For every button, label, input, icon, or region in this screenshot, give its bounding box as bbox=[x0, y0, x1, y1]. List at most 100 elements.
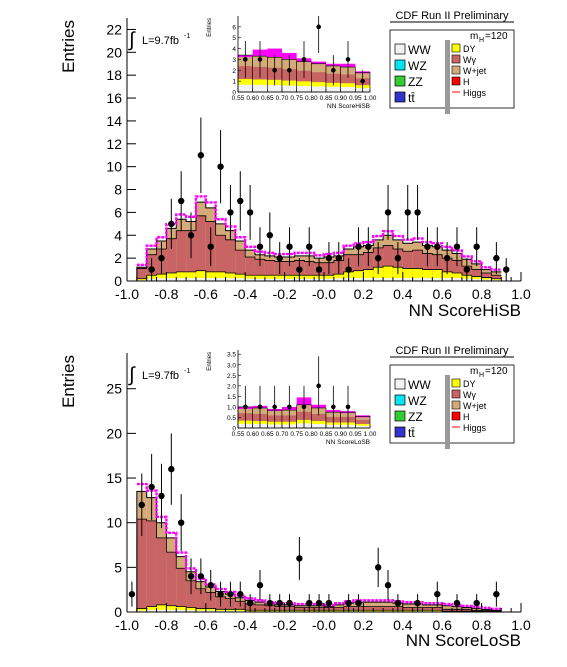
data-point bbox=[187, 573, 195, 580]
data-point bbox=[227, 209, 234, 216]
panel-bottom: -1.0 -0.8 -0.6 -0.4 -0.2 -0.0 0.2 0.4 0.6 0.8 1.00… bbox=[59, 345, 531, 650]
data-point bbox=[266, 599, 274, 607]
inset-data-point bbox=[257, 404, 263, 410]
dy-bar bbox=[294, 610, 305, 612]
dy-bar bbox=[156, 604, 167, 612]
legend-shadow bbox=[445, 40, 450, 114]
data-point bbox=[345, 266, 352, 273]
lumi-label: L=9.7fb bbox=[142, 35, 179, 47]
data-point bbox=[463, 266, 471, 273]
wgamma-bar bbox=[264, 260, 275, 281]
data-point bbox=[246, 599, 254, 607]
y-tick-label: 0 bbox=[114, 604, 122, 620]
inset-x-tick-label: 1.00 bbox=[364, 431, 377, 438]
inset-data-point bbox=[257, 57, 263, 62]
dy-bar bbox=[412, 268, 423, 281]
legend-swatch bbox=[394, 394, 406, 406]
inset-x-tick-label: 0.60 bbox=[246, 95, 259, 102]
ww-bar bbox=[205, 610, 216, 612]
inset-data-point bbox=[360, 78, 365, 84]
inset-data-point bbox=[345, 57, 351, 62]
dy-bar bbox=[166, 605, 177, 612]
data-point bbox=[414, 209, 421, 216]
inset-higgs-bar bbox=[311, 61, 326, 64]
dy-bar bbox=[215, 271, 226, 281]
ww-bar bbox=[353, 278, 364, 281]
ww-bar bbox=[481, 279, 492, 281]
data-point bbox=[394, 254, 402, 262]
data-point bbox=[384, 582, 392, 589]
wgamma-bar bbox=[383, 245, 393, 281]
inset-y-tick-label: 4 bbox=[232, 46, 236, 53]
legend-label: Wγ bbox=[463, 390, 476, 400]
wgamma-bar bbox=[452, 260, 462, 281]
data-point bbox=[246, 209, 254, 216]
y-tick-label: 10 bbox=[106, 515, 122, 531]
data-point bbox=[276, 599, 283, 607]
data-point bbox=[443, 254, 451, 262]
dy-bar bbox=[215, 609, 226, 612]
x-tick-label: -0.2 bbox=[273, 286, 297, 302]
wgamma-bar bbox=[255, 604, 265, 612]
inset-ww-bar bbox=[311, 423, 326, 428]
inset-data-point bbox=[316, 383, 321, 389]
mass-sub: H bbox=[479, 372, 484, 379]
inset-data-point bbox=[272, 67, 277, 73]
ww-bar bbox=[136, 610, 147, 612]
legend-swatch bbox=[394, 410, 406, 422]
inset-ww-bar bbox=[238, 84, 253, 92]
wgamma-bar bbox=[176, 230, 187, 281]
inset-ww-bar bbox=[296, 85, 312, 92]
y-tick-label: 22 bbox=[106, 21, 122, 37]
inset-x-tick-label: 0.90 bbox=[334, 95, 347, 102]
legend-label: H bbox=[463, 77, 470, 87]
legend-shadow bbox=[445, 375, 450, 449]
data-point bbox=[453, 243, 461, 250]
inset-y-tick-label: 3 bbox=[232, 57, 236, 64]
data-point bbox=[148, 266, 155, 273]
ww-bar bbox=[402, 278, 413, 281]
y-tick-label: 25 bbox=[106, 381, 122, 397]
inset-data-point bbox=[243, 57, 248, 62]
ww-bar bbox=[422, 278, 433, 281]
y-tick-label: 20 bbox=[106, 44, 122, 60]
y-tick-label: 5 bbox=[114, 559, 122, 575]
data-point bbox=[237, 197, 244, 205]
data-point bbox=[296, 266, 303, 273]
ww-bar bbox=[235, 610, 246, 612]
x-tick-label: 0.2 bbox=[354, 617, 374, 633]
data-point bbox=[187, 232, 195, 239]
legend-swatch bbox=[451, 76, 461, 86]
dy-bar bbox=[136, 278, 147, 281]
dy-bar bbox=[235, 609, 246, 612]
inset-data-point bbox=[243, 404, 248, 410]
wgamma-bar bbox=[245, 256, 256, 281]
ww-bar bbox=[383, 278, 393, 281]
dy-bar bbox=[205, 271, 216, 281]
dy-bar bbox=[156, 274, 167, 281]
lumi-exponent: -1 bbox=[184, 33, 190, 40]
legend-swatch bbox=[394, 426, 406, 438]
inset-data-point bbox=[301, 57, 307, 62]
inset-x-tick-label: 0.60 bbox=[246, 431, 259, 438]
inset-y-tick-label: 1 bbox=[232, 79, 236, 86]
x-tick-label: -1.0 bbox=[115, 617, 139, 633]
x-tick-label: -0.6 bbox=[194, 617, 218, 633]
wgamma-bar bbox=[333, 607, 344, 612]
wgamma-bar bbox=[156, 537, 167, 612]
data-point bbox=[355, 243, 362, 250]
legend-swatch bbox=[451, 54, 461, 64]
inset-data-point bbox=[287, 404, 292, 410]
inset-x-title: NN ScoreHiSB bbox=[327, 103, 370, 110]
wgamma-outline bbox=[136, 518, 502, 612]
ww-bar bbox=[373, 278, 384, 281]
data-point bbox=[404, 209, 411, 216]
inset-x-title: NN ScoreLoSB bbox=[326, 439, 370, 446]
inset-x-tick-label: 0.75 bbox=[290, 431, 303, 438]
inset-y-tick-label: 2.5 bbox=[227, 373, 236, 380]
inset-y-tick-label: 3.5 bbox=[227, 352, 236, 359]
integral-icon: ∫ bbox=[128, 29, 136, 51]
legend-label: ZZ bbox=[408, 410, 423, 424]
wgamma-bar bbox=[205, 592, 216, 612]
wgamma-bar bbox=[402, 607, 413, 612]
